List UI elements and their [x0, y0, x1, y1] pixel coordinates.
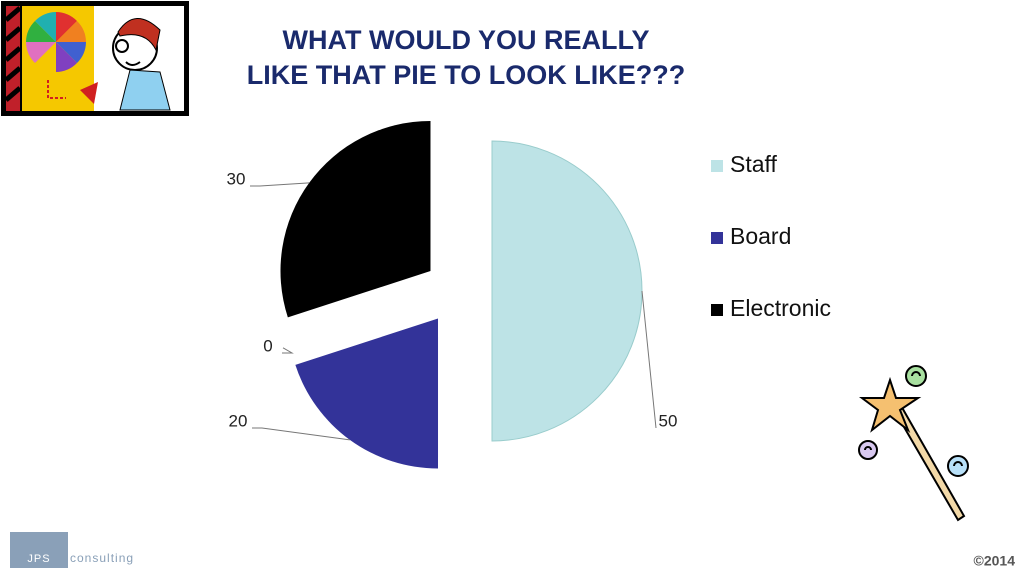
data-label: 20 — [229, 411, 248, 430]
legend-swatch — [711, 232, 723, 244]
data-label: 0 — [263, 336, 272, 355]
legend-label: Board — [730, 223, 791, 249]
legend: Staff Board Electronic — [711, 151, 831, 321]
logo-name: JPS — [27, 553, 50, 565]
logo-box — [10, 532, 68, 568]
chart-title: WHAT WOULD YOU REALLY — [283, 25, 650, 55]
leader-line — [252, 427, 350, 441]
data-label: 50 — [659, 411, 678, 430]
legend-swatch — [711, 304, 723, 316]
leader-line — [641, 290, 657, 429]
footer: ©2014 — [974, 553, 1016, 569]
data-label: 30 — [227, 169, 246, 188]
pie-slice — [280, 121, 431, 318]
pie-slice — [295, 318, 439, 469]
chart-title: LIKE THAT PIE TO LOOK LIKE??? — [247, 60, 686, 90]
cartoon — [1, 1, 189, 116]
legend-swatch — [711, 160, 723, 172]
pie-slice — [491, 140, 643, 442]
magic-wand — [858, 365, 969, 522]
leader-line — [282, 347, 294, 354]
legend-label: Staff — [730, 151, 777, 177]
logo-tagline: consulting — [70, 551, 134, 565]
legend-label: Electronic — [730, 295, 831, 321]
pie: 50 20 0 30 — [227, 121, 678, 469]
leader-line — [250, 182, 310, 187]
